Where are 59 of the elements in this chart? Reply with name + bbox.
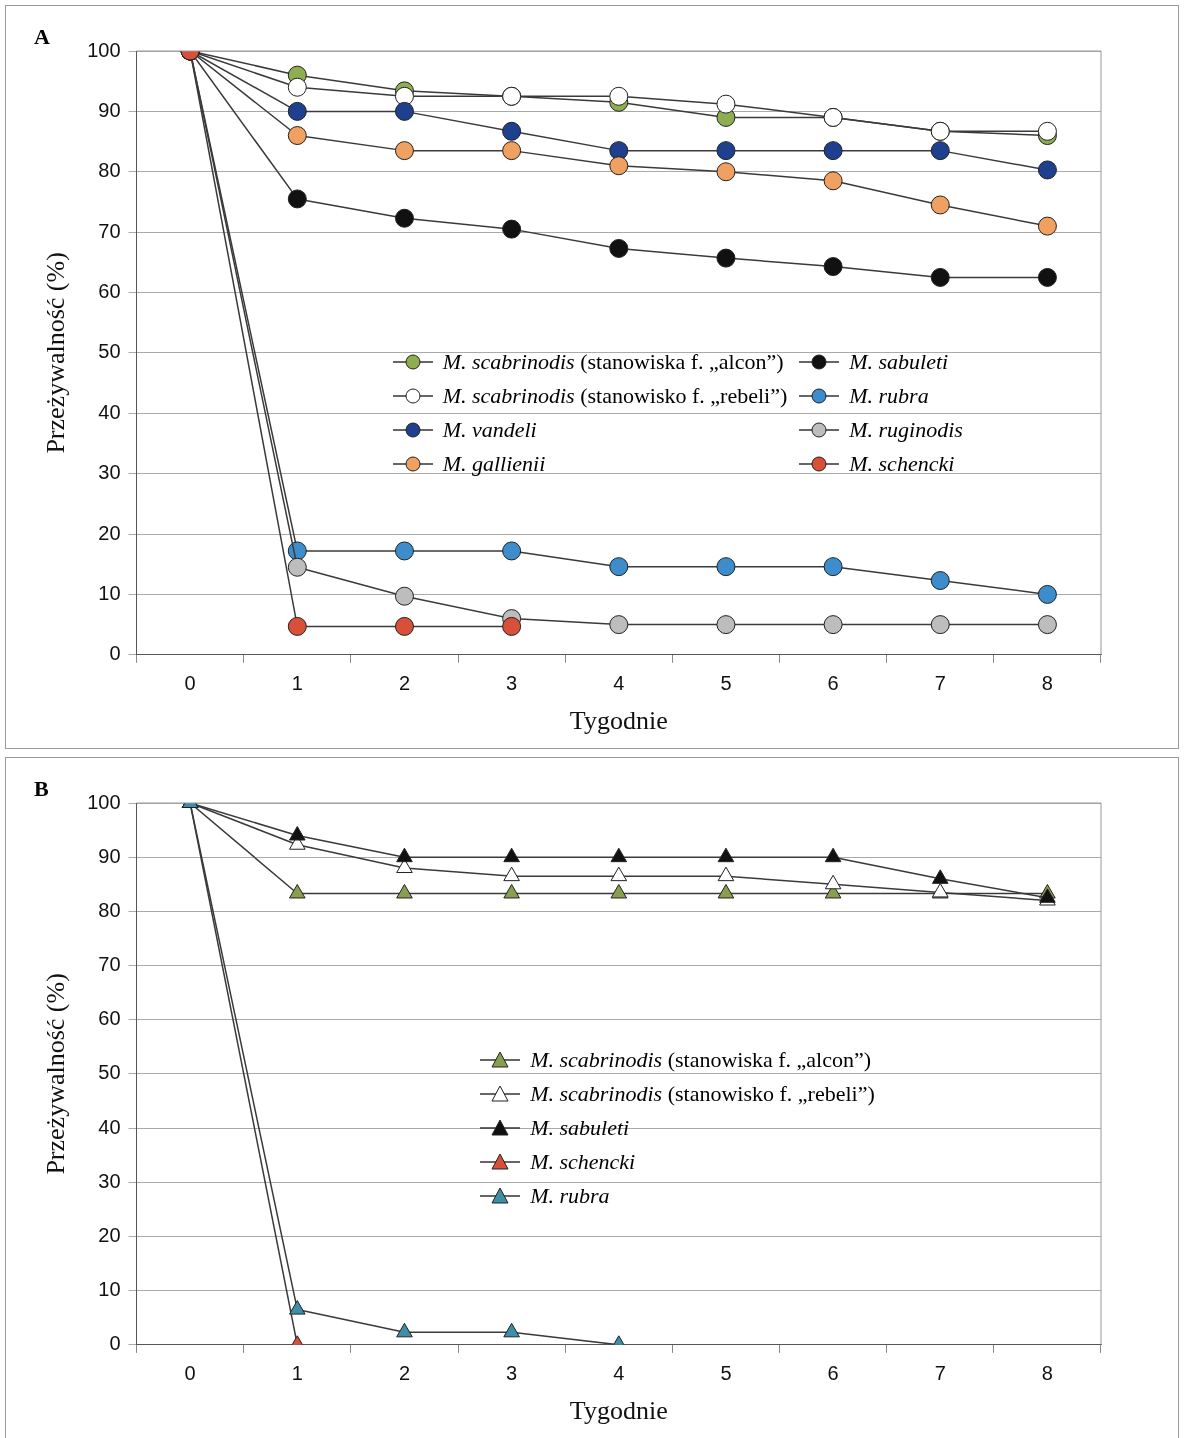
y-tick-label: 100 <box>87 38 121 61</box>
y-tick-label: 90 <box>98 98 121 121</box>
y-axis-title: Przeżywalność (%) <box>41 973 71 1175</box>
legend-label: M. rubra <box>849 383 929 410</box>
y-tick-label: 80 <box>98 898 121 921</box>
x-tick-label: 8 <box>1041 672 1053 695</box>
y-tick-label: 40 <box>98 400 121 423</box>
x-tick-label: 3 <box>506 672 518 695</box>
y-tick-label: 40 <box>98 1115 121 1138</box>
y-tick-label: 100 <box>87 790 121 813</box>
legend-label: M. scabrinodis (stanowiska f. „alcon”) <box>442 349 784 376</box>
y-tick-label: 70 <box>98 953 121 976</box>
x-tick-label: 1 <box>291 672 303 695</box>
chart-title: A <box>34 24 50 50</box>
legend-label: M. gallienii <box>442 451 546 478</box>
y-tick-label: 20 <box>98 521 121 544</box>
legend-label: M. vandeli <box>442 417 537 444</box>
x-tick-label: 6 <box>827 1362 839 1385</box>
legend-label: M. schencki <box>530 1149 636 1176</box>
x-tick-label: 2 <box>398 1362 411 1385</box>
x-tick-label: 7 <box>934 1362 946 1385</box>
y-tick-label: 80 <box>98 159 121 182</box>
y-tick-label: 60 <box>98 280 121 303</box>
x-tick-label: 7 <box>934 672 946 695</box>
legend-label: M. sabuleti <box>530 1115 630 1142</box>
y-tick-label: 0 <box>109 642 121 665</box>
y-axis-title: Przeżywalność (%) <box>41 252 71 454</box>
legend-label: M. scabrinodis (stanowiska f. „alcon”) <box>530 1047 872 1074</box>
x-tick-label: 5 <box>720 672 732 695</box>
x-tick-label: 2 <box>398 672 411 695</box>
y-tick-label: 60 <box>98 1007 121 1030</box>
y-tick-label: 0 <box>109 1332 121 1355</box>
x-tick-label: 0 <box>184 672 196 695</box>
x-tick-label: 4 <box>613 672 625 695</box>
x-tick-label: 5 <box>720 1362 732 1385</box>
y-tick-label: 70 <box>98 219 121 242</box>
x-tick-label: 1 <box>291 1362 303 1385</box>
y-tick-label: 30 <box>98 1169 121 1192</box>
legend-label: M. ruginodis <box>849 417 963 444</box>
y-tick-label: 30 <box>98 461 121 484</box>
y-tick-label: 90 <box>98 844 121 867</box>
y-tick-label: 10 <box>98 581 121 604</box>
x-axis-title: Tygodnie <box>569 706 668 736</box>
y-tick-label: 50 <box>98 340 121 363</box>
legend-label: M. scabrinodis (stanowisko f. „rebeli”) <box>530 1081 875 1108</box>
x-tick-label: 4 <box>613 1362 625 1385</box>
chart-title: B <box>34 776 49 802</box>
y-tick-label: 50 <box>98 1061 121 1084</box>
y-tick-label: 20 <box>98 1223 121 1246</box>
y-tick-label: 10 <box>98 1278 121 1301</box>
legend-label: M. schencki <box>849 451 955 478</box>
legend-label: M. sabuleti <box>849 349 949 376</box>
x-tick-label: 6 <box>827 672 839 695</box>
legend-label: M. scabrinodis (stanowisko f. „rebeli”) <box>442 383 788 410</box>
x-tick-label: 3 <box>506 1362 518 1385</box>
legend-label: M. rubra <box>530 1183 610 1210</box>
x-axis-title: Tygodnie <box>569 1396 668 1426</box>
x-tick-label: 0 <box>184 1362 196 1385</box>
x-tick-label: 8 <box>1041 1362 1053 1385</box>
